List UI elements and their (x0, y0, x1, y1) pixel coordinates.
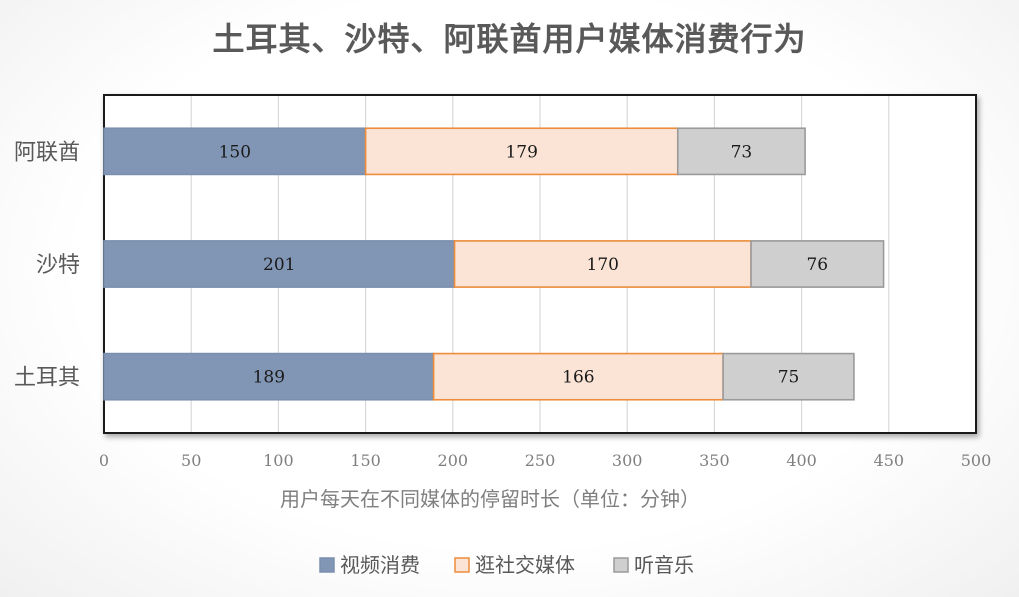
x-axis-ticks: 0 50 100 150 200 250 300 350 400 450 500 (99, 451, 991, 470)
legend-swatch (454, 557, 470, 573)
bars (103, 127, 885, 401)
legend: 视频消费 逛社交媒体 听音乐 (319, 553, 694, 577)
x-tick-label: 150 (350, 451, 381, 470)
legend-swatch (319, 557, 335, 573)
data-label: 76 (806, 255, 828, 275)
bar-segment (750, 240, 885, 288)
data-labels: 150 179 73 201 170 76 189 166 75 (219, 142, 829, 387)
data-label: 201 (263, 255, 295, 275)
legend-label: 逛社交媒体 (475, 553, 575, 577)
data-label: 73 (731, 142, 753, 162)
data-label: 150 (219, 142, 251, 162)
x-tick-label: 50 (181, 451, 201, 470)
data-label: 75 (778, 368, 800, 388)
x-tick-label: 200 (438, 451, 469, 470)
y-category-label: 阿联酋 (14, 140, 80, 165)
x-axis-title: 用户每天在不同媒体的停留时长（单位：分钟） (280, 487, 700, 511)
bar-segment (432, 352, 724, 401)
data-label: 166 (562, 368, 594, 388)
bar-segment (103, 240, 456, 288)
x-tick-label: 500 (961, 451, 992, 470)
x-tick-label: 300 (612, 451, 643, 470)
bar-segment (453, 240, 752, 288)
x-tick-label: 450 (874, 451, 905, 470)
bar-segment (364, 127, 679, 176)
legend-swatch (613, 557, 629, 573)
bar-segment (103, 127, 367, 176)
x-tick-label: 350 (699, 451, 730, 470)
bar-segment (722, 352, 855, 401)
data-label: 179 (505, 142, 537, 162)
y-category-label: 沙特 (36, 253, 80, 278)
y-category-label: 土耳其 (14, 366, 80, 391)
data-label: 189 (253, 368, 285, 388)
x-tick-label: 100 (263, 451, 294, 470)
legend-label: 听音乐 (634, 553, 694, 577)
chart-title: 土耳其、沙特、阿联酋用户媒体消费行为 (212, 20, 807, 58)
legend-label: 视频消费 (340, 553, 420, 577)
data-label: 170 (587, 255, 619, 275)
x-tick-label: 400 (786, 451, 817, 470)
x-tick-label: 0 (99, 451, 109, 470)
bar-segment (676, 127, 806, 176)
x-tick-label: 250 (525, 451, 556, 470)
